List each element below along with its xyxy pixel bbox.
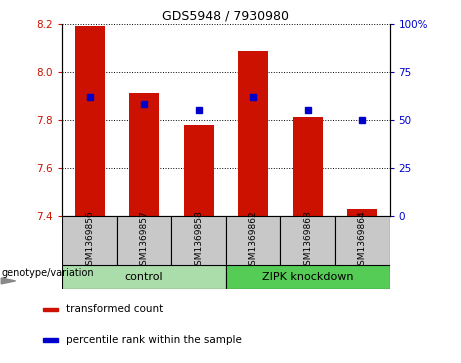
Bar xyxy=(43,307,58,311)
Text: transformed count: transformed count xyxy=(66,305,163,314)
Bar xyxy=(183,125,213,216)
Bar xyxy=(238,51,268,216)
Text: GSM1369857: GSM1369857 xyxy=(140,210,148,271)
Bar xyxy=(43,338,58,342)
Bar xyxy=(280,216,335,265)
Bar xyxy=(171,216,226,265)
Text: GSM1369864: GSM1369864 xyxy=(358,210,367,271)
Bar xyxy=(226,265,390,289)
Bar xyxy=(293,117,323,216)
Bar xyxy=(226,216,280,265)
Title: GDS5948 / 7930980: GDS5948 / 7930980 xyxy=(162,9,290,23)
Text: GSM1369856: GSM1369856 xyxy=(85,210,94,271)
Text: percentile rank within the sample: percentile rank within the sample xyxy=(66,335,242,345)
Text: control: control xyxy=(125,272,163,282)
Bar xyxy=(75,26,105,216)
Bar xyxy=(347,209,377,216)
Bar xyxy=(129,93,159,216)
Bar xyxy=(117,216,171,265)
Text: GSM1369858: GSM1369858 xyxy=(194,210,203,271)
Bar xyxy=(335,216,390,265)
Text: GSM1369862: GSM1369862 xyxy=(248,210,258,271)
Text: genotype/variation: genotype/variation xyxy=(1,268,94,278)
Polygon shape xyxy=(1,278,16,284)
Bar xyxy=(62,216,117,265)
Bar xyxy=(62,265,226,289)
Text: GSM1369863: GSM1369863 xyxy=(303,210,312,271)
Text: ZIPK knockdown: ZIPK knockdown xyxy=(262,272,354,282)
